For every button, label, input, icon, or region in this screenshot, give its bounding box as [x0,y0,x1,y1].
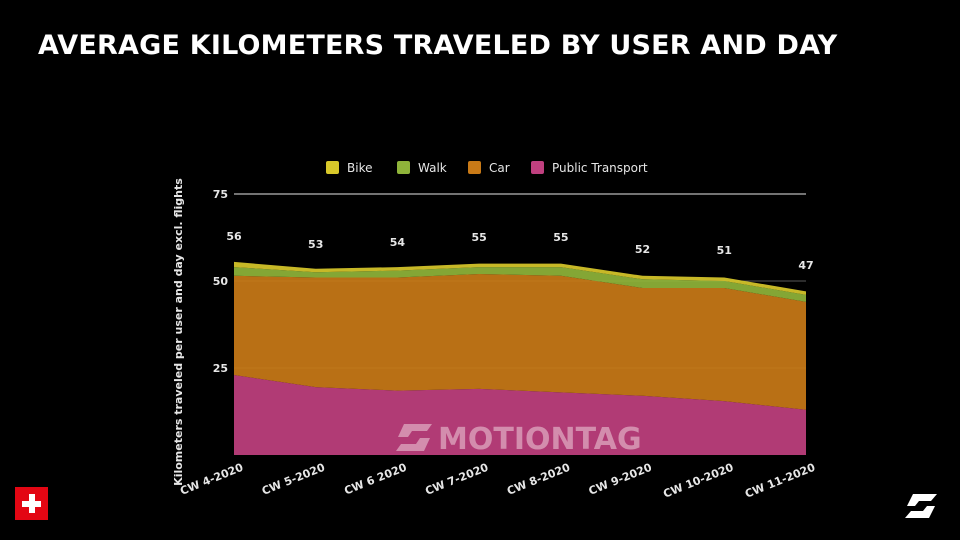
legend-label: Public Transport [552,161,648,175]
total-label: 53 [308,238,323,251]
motiontag-logo-icon [905,494,937,518]
y-tick-label: 25 [213,362,228,375]
total-label: 52 [635,243,650,256]
total-label: 55 [471,231,486,244]
total-label: 55 [553,231,568,244]
legend-item-public-transport: Public Transport [531,161,648,175]
legend-swatch [326,161,339,174]
y-axis-title: Kilometers traveled per user and day exc… [172,178,185,486]
area-walk [234,267,806,302]
y-tick-label: 50 [213,275,229,288]
swiss-flag-icon [15,487,48,520]
total-label: 51 [717,244,732,257]
x-tick-label: CW 7-2020 [423,461,490,498]
legend-swatch [531,161,544,174]
y-tick-label: 75 [213,188,228,201]
x-tick-label: CW 6 2020 [342,461,409,498]
slide-title: AVERAGE KILOMETERS TRAVELED BY USER AND … [38,30,838,61]
total-label: 56 [226,230,242,243]
x-tick-label: CW 10-2020 [661,461,735,501]
x-tick-label: CW 11-2020 [743,461,817,501]
legend-item-bike: Bike [326,161,372,175]
x-tick-label: CW 5-2020 [260,461,327,498]
area-public-transport [234,375,806,455]
x-tick-label: CW 4-2020 [178,461,245,498]
legend-item-car: Car [468,161,510,175]
watermark-layer: MOTIONTAG [396,422,642,457]
legend-label: Car [489,161,510,175]
watermark-text: MOTIONTAG [438,422,642,457]
total-label: 54 [390,236,406,249]
x-tick-label: CW 8-2020 [505,461,572,498]
total-label: 47 [798,259,813,272]
legend-item-walk: Walk [397,161,447,175]
legend-layer: Bike Walk Car Public Transport [326,161,648,175]
area-bike [234,261,806,295]
x-tick-label: CW 9-2020 [587,461,654,498]
area-car [234,274,806,410]
area-layer [234,261,806,455]
legend-label: Walk [418,161,447,175]
legend-swatch [397,161,410,174]
motiontag-watermark-icon: MOTIONTAG [396,422,642,457]
legend-swatch [468,161,481,174]
legend-label: Bike [347,161,372,175]
